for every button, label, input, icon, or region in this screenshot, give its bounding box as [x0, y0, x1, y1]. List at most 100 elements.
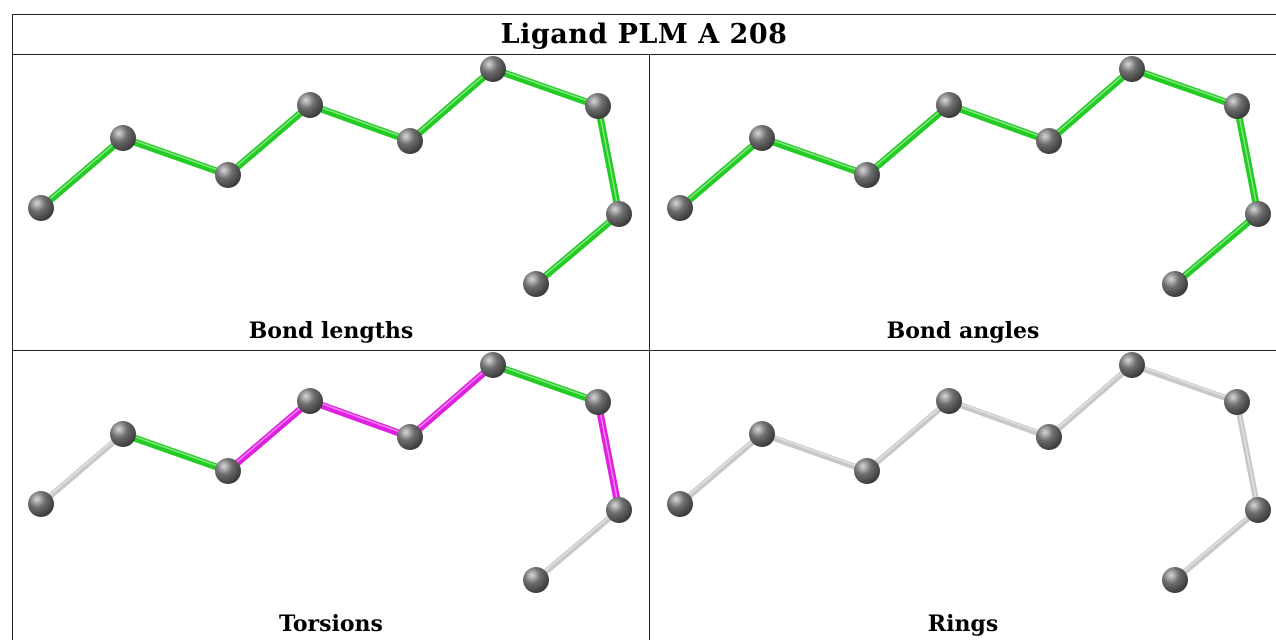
atom-c3 — [215, 458, 241, 484]
table-border-left — [12, 14, 13, 640]
bond-highlight — [1131, 66, 1238, 106]
bond-highlight — [409, 66, 494, 141]
bond-highlight — [227, 398, 311, 471]
atom-c2 — [749, 421, 775, 447]
panel-rings — [667, 352, 1271, 593]
atom-c5 — [1036, 128, 1062, 154]
bond-4-gray — [946, 398, 1052, 440]
atom-c9 — [1162, 271, 1188, 297]
bond-highlight — [1048, 362, 1133, 437]
panel-bond-angles — [667, 56, 1271, 297]
atom-c9 — [523, 567, 549, 593]
bond-7-green — [594, 102, 623, 218]
bond-7-gray — [1234, 399, 1261, 513]
caption-bond-lengths: Bond lengths — [248, 318, 414, 344]
bond-highlight — [492, 66, 599, 106]
bond-highlight — [227, 102, 311, 175]
bond-7-magenta — [594, 398, 623, 514]
caption-rings: Rings — [927, 611, 999, 637]
atom-c2 — [749, 125, 775, 151]
atom-c7 — [1224, 389, 1250, 415]
atom-c8 — [1245, 201, 1271, 227]
atom-c7 — [1224, 93, 1250, 119]
bond-highlight — [761, 431, 868, 471]
bond-6-gray — [1129, 362, 1240, 405]
bond-highlight — [597, 400, 620, 509]
atom-c1 — [667, 491, 693, 517]
atom-c4 — [297, 92, 323, 118]
bond-highlight — [122, 135, 229, 175]
caption-torsions: Torsions — [279, 611, 383, 637]
bond-3-gray — [864, 398, 952, 474]
atom-c2 — [110, 421, 136, 447]
bond-7-green — [1233, 102, 1262, 218]
figure-title: Ligand PLM A 208 — [500, 18, 788, 50]
caption-bond-angles: Bond angles — [886, 318, 1040, 344]
atom-c6 — [1119, 56, 1145, 82]
bond-highlight — [679, 135, 763, 208]
table-border-middle — [12, 350, 1276, 351]
bond-highlight — [597, 104, 620, 213]
bond-highlight — [40, 135, 124, 208]
bond-5-magenta — [406, 361, 497, 441]
bond-4-magenta — [306, 397, 414, 441]
atom-c8 — [606, 497, 632, 523]
bond-1-green — [37, 134, 127, 212]
atom-c1 — [28, 491, 54, 517]
atom-c7 — [585, 389, 611, 415]
bond-highlight — [1174, 211, 1259, 284]
atom-c3 — [215, 162, 241, 188]
bond-highlight — [122, 431, 229, 471]
atom-c6 — [480, 352, 506, 378]
bond-4-green — [945, 101, 1053, 145]
atom-c1 — [667, 195, 693, 221]
bond-2-green — [758, 134, 871, 179]
atom-c3 — [854, 458, 880, 484]
bond-5-green — [1045, 65, 1136, 145]
bond-3-magenta — [224, 397, 314, 475]
bond-highlight — [866, 398, 950, 471]
atom-c5 — [1036, 424, 1062, 450]
atom-c9 — [523, 271, 549, 297]
bond-5-gray — [1046, 362, 1135, 440]
bond-highlight — [761, 135, 868, 175]
bond-3-green — [224, 101, 314, 179]
bond-8-gray — [533, 507, 622, 583]
bond-highlight — [1048, 66, 1133, 141]
bond-highlight — [679, 431, 763, 504]
atom-c8 — [1245, 497, 1271, 523]
bond-2-gray — [759, 431, 870, 474]
table-border-center — [649, 54, 650, 640]
atom-c4 — [936, 92, 962, 118]
bond-highlight — [40, 431, 124, 504]
table-border-top — [12, 14, 1276, 15]
atom-c6 — [480, 56, 506, 82]
bond-highlight — [1174, 507, 1259, 580]
bond-5-green — [406, 65, 497, 145]
bond-6-green — [489, 65, 602, 110]
bond-1-gray — [38, 431, 126, 507]
bond-6-green — [1128, 65, 1241, 110]
bond-highlight — [535, 507, 620, 580]
atom-c1 — [28, 195, 54, 221]
panel-torsions — [28, 352, 632, 593]
bond-highlight — [948, 398, 1050, 437]
table-border-title — [12, 54, 1276, 55]
atom-c9 — [1162, 567, 1188, 593]
bond-1-gray — [677, 431, 765, 507]
bond-highlight — [309, 398, 411, 437]
bond-highlight — [309, 102, 411, 141]
bond-6-green — [489, 361, 602, 406]
bond-2-green — [119, 134, 232, 179]
bond-4-green — [306, 101, 414, 145]
atom-c5 — [397, 424, 423, 450]
atom-c6 — [1119, 352, 1145, 378]
atom-c4 — [936, 388, 962, 414]
atom-c5 — [397, 128, 423, 154]
atom-c3 — [854, 162, 880, 188]
bond-highlight — [1236, 400, 1259, 509]
bond-highlight — [409, 362, 494, 437]
atom-c7 — [585, 93, 611, 119]
bond-8-green — [532, 210, 623, 288]
bond-8-green — [1171, 210, 1262, 288]
